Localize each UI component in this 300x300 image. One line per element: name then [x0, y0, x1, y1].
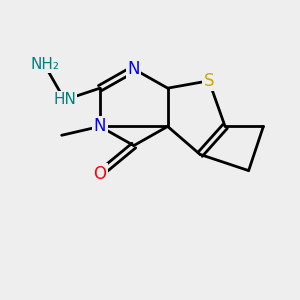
- Text: HN: HN: [53, 92, 76, 107]
- Text: N: N: [128, 60, 140, 78]
- Text: N: N: [94, 117, 106, 135]
- Text: NH₂: NH₂: [31, 57, 60, 72]
- Text: O: O: [93, 165, 106, 183]
- Text: S: S: [204, 72, 214, 90]
